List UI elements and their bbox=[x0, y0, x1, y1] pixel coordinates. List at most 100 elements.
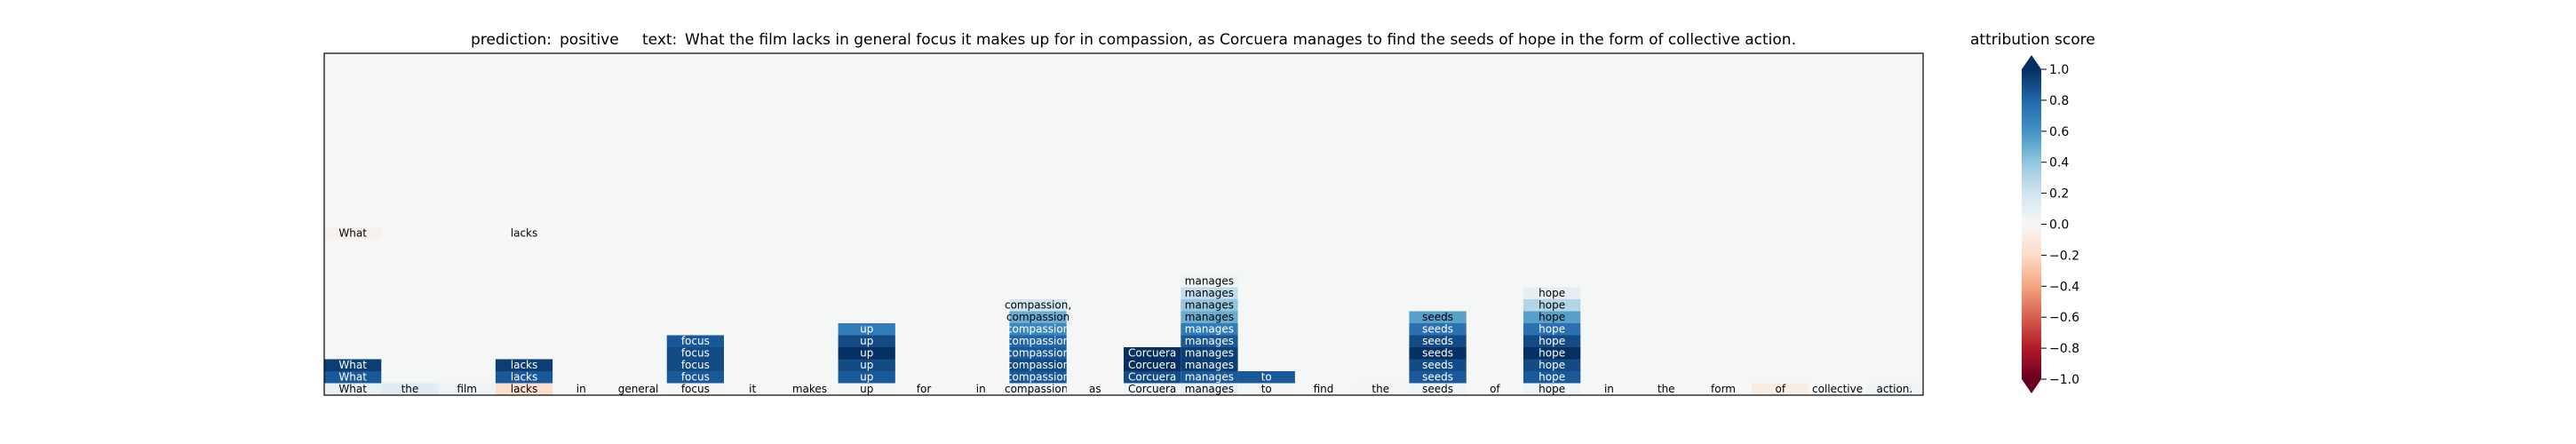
attribution-label: Corcuera bbox=[1128, 371, 1176, 384]
attribution-label: manages bbox=[1185, 275, 1234, 288]
attribution-cell bbox=[495, 371, 553, 384]
attribution-label: up bbox=[860, 359, 873, 371]
colorbar-tick-label: 0.8 bbox=[2049, 94, 2069, 108]
token-label: of bbox=[1490, 383, 1500, 395]
attribution-label: lacks bbox=[511, 371, 538, 384]
attribution-label: seeds bbox=[1422, 323, 1453, 336]
attribution-cell bbox=[495, 359, 553, 371]
attribution-cell bbox=[1124, 359, 1181, 371]
token-cell bbox=[495, 383, 553, 395]
attribution-label: seeds bbox=[1422, 311, 1453, 323]
text-label: text: bbox=[642, 31, 677, 49]
attribution-cell bbox=[666, 359, 724, 371]
attribution-label: compassion bbox=[1006, 371, 1069, 384]
attribution-cell bbox=[324, 359, 382, 371]
token-cell bbox=[1523, 383, 1581, 395]
token-cell bbox=[1466, 383, 1523, 395]
attribution-label: manages bbox=[1185, 287, 1234, 299]
attribution-cell bbox=[1124, 371, 1181, 384]
attribution-label: hope bbox=[1538, 323, 1565, 336]
attribution-cell bbox=[1409, 323, 1467, 336]
attribution-cell bbox=[324, 227, 382, 240]
colorbar-tick-label: 1.0 bbox=[2049, 63, 2069, 77]
attribution-cell bbox=[1181, 311, 1238, 323]
heatmap-cells: What the film lacks in general focus it makes up f… bbox=[324, 227, 1923, 395]
attribution-label: compassion bbox=[1006, 311, 1069, 323]
token-label: in bbox=[576, 383, 586, 395]
attribution-cell bbox=[495, 227, 553, 240]
attribution-cell bbox=[838, 347, 895, 360]
prediction-label: prediction: bbox=[471, 31, 552, 49]
attribution-cell bbox=[1009, 323, 1067, 336]
token-cell bbox=[1066, 383, 1124, 395]
token-cell bbox=[894, 383, 953, 395]
token-label: of bbox=[1775, 383, 1785, 395]
attribution-label: up bbox=[860, 371, 873, 384]
token-label: collective bbox=[1812, 383, 1863, 395]
attribution-cell bbox=[1124, 347, 1181, 360]
attribution-label: seeds bbox=[1422, 359, 1453, 371]
token-cell bbox=[1237, 383, 1295, 395]
token-label: Corcuera bbox=[1128, 383, 1176, 395]
token-label: as bbox=[1089, 383, 1101, 395]
token-cell bbox=[1752, 383, 1809, 395]
token-label: lacks bbox=[511, 383, 538, 395]
attribution-cell bbox=[1409, 371, 1467, 384]
token-cell bbox=[1580, 383, 1638, 395]
attribution-cell bbox=[838, 335, 895, 347]
attribution-cell bbox=[1009, 359, 1067, 371]
attribution-cell bbox=[666, 335, 724, 347]
heatmap-background bbox=[324, 53, 1923, 395]
attribution-cell bbox=[1409, 311, 1467, 323]
token-label: hope bbox=[1538, 383, 1565, 395]
attribution-cell bbox=[1009, 371, 1067, 384]
colorbar-tick-label: −1.0 bbox=[2049, 373, 2079, 387]
attribution-cell bbox=[1181, 371, 1238, 384]
attribution-cell bbox=[666, 347, 724, 360]
attribution-label: hope bbox=[1538, 347, 1565, 360]
attribution-label: hope bbox=[1538, 371, 1565, 384]
attribution-cell bbox=[1009, 335, 1067, 347]
token-cell bbox=[1809, 383, 1866, 395]
colorbar-title: attribution score bbox=[1970, 31, 2095, 49]
attribution-cell bbox=[1237, 371, 1295, 384]
prediction-value: positive bbox=[560, 31, 619, 49]
attribution-label: What bbox=[338, 227, 367, 240]
colorbar-tick-label: 0.2 bbox=[2049, 187, 2069, 202]
attribution-cell bbox=[1009, 347, 1067, 360]
attribution-cell bbox=[666, 371, 724, 384]
token-label: for bbox=[917, 383, 932, 395]
attribution-label: hope bbox=[1538, 335, 1565, 347]
attribution-label: compassion bbox=[1006, 335, 1069, 347]
attribution-label: focus bbox=[681, 347, 710, 360]
attribution-cell bbox=[1009, 299, 1067, 312]
attribution-cell bbox=[1181, 275, 1238, 288]
attribution-label: up bbox=[860, 347, 873, 360]
attribution-label: manages bbox=[1185, 371, 1234, 384]
attribution-label: manages bbox=[1185, 335, 1234, 347]
token-label: compassion, bbox=[1005, 383, 1071, 395]
sentence-text: What the film lacks in general focus it … bbox=[685, 31, 1796, 49]
attribution-cell bbox=[1523, 347, 1581, 360]
colorbar-tick-label: −0.2 bbox=[2049, 249, 2079, 263]
attribution-label: up bbox=[860, 335, 873, 347]
attribution-label: up bbox=[860, 323, 873, 336]
attribution-label: Corcuera bbox=[1128, 359, 1176, 371]
attribution-label: hope bbox=[1538, 299, 1565, 312]
colorbar-tick-label: 0.0 bbox=[2049, 218, 2069, 233]
token-cell bbox=[1409, 383, 1467, 395]
token-cell bbox=[1124, 383, 1181, 395]
token-label: the bbox=[1371, 383, 1389, 395]
attribution-label: hope bbox=[1538, 287, 1565, 299]
attribution-label: Corcuera bbox=[1128, 347, 1176, 360]
token-label: find bbox=[1314, 383, 1334, 395]
token-label: focus bbox=[681, 383, 710, 395]
token-cell bbox=[838, 383, 895, 395]
attribution-label: focus bbox=[681, 371, 710, 384]
token-label: general bbox=[618, 383, 659, 395]
attribution-cell bbox=[1523, 323, 1581, 336]
colorbar-tick-label: −0.4 bbox=[2049, 280, 2079, 294]
attribution-label: manages bbox=[1185, 359, 1234, 371]
attribution-label: manages bbox=[1185, 347, 1234, 360]
token-cell bbox=[724, 383, 782, 395]
